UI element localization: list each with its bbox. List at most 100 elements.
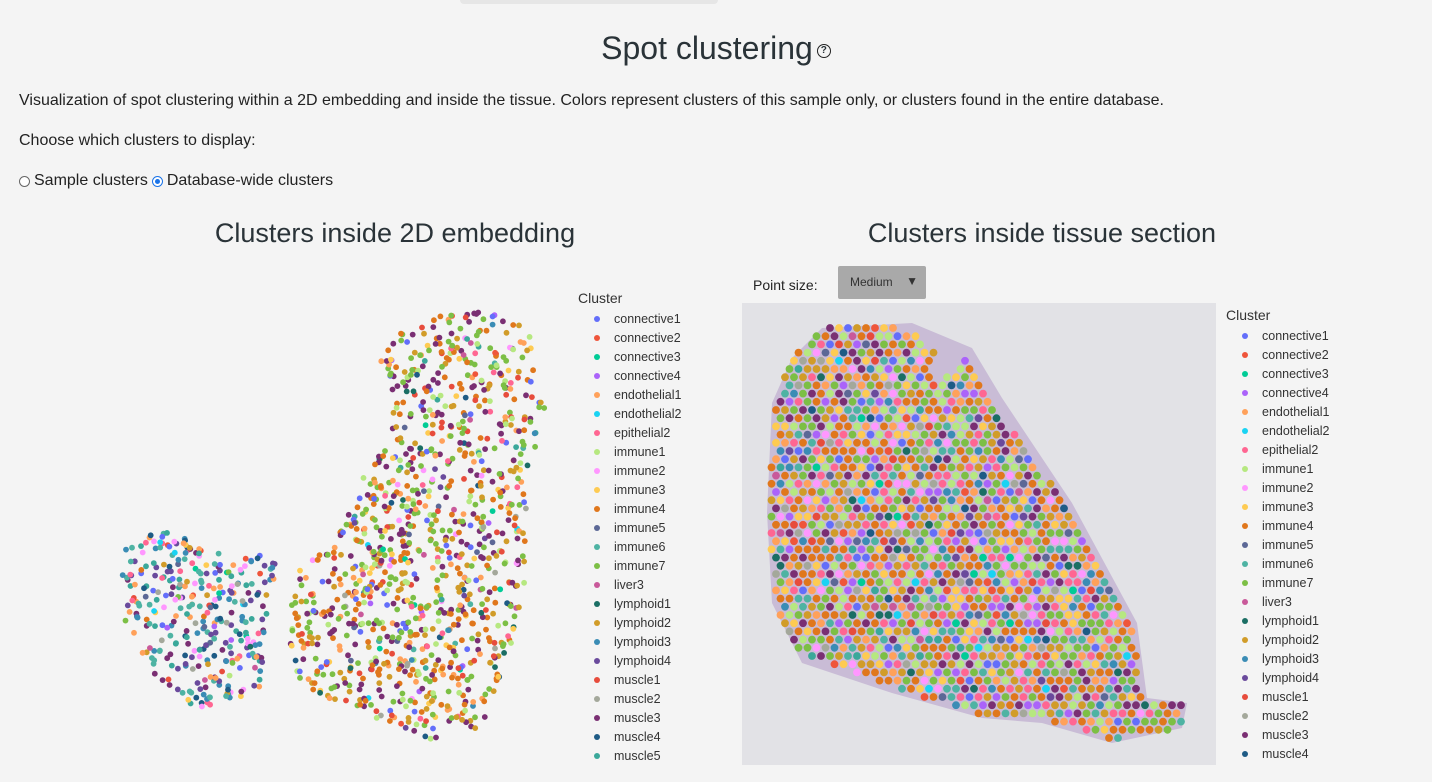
legend-item-muscle4[interactable]: muscle4 (1226, 744, 1329, 763)
tissue-spot (839, 512, 848, 521)
tissue-spot (965, 512, 974, 521)
tissue-section-plot[interactable] (742, 303, 1216, 765)
tissue-spot (1082, 676, 1091, 685)
tissue-spot (965, 529, 974, 537)
tissue-spot (1127, 627, 1136, 636)
legend-item-connective3[interactable]: connective3 (1226, 364, 1329, 383)
legend-item-immune3[interactable]: immune3 (1226, 497, 1329, 516)
legend-item-immune1[interactable]: immune1 (578, 442, 681, 461)
embedding-point (455, 675, 461, 682)
legend-item-muscle2[interactable]: muscle2 (578, 689, 681, 708)
legend-item-endothelial2[interactable]: endothelial2 (1226, 421, 1329, 440)
legend-item-immune2[interactable]: immune2 (1226, 478, 1329, 497)
embedding-point (400, 399, 407, 406)
embedding-point (464, 372, 471, 379)
legend-item-immune3[interactable]: immune3 (578, 480, 681, 499)
tissue-spot (1096, 717, 1104, 726)
legend-item-lymphoid1[interactable]: lymphoid1 (1226, 611, 1329, 630)
embedding-point (376, 635, 383, 642)
legend-item-immune4[interactable]: immune4 (578, 499, 681, 518)
embedding-point (367, 481, 374, 487)
legend-item-epithelial2[interactable]: epithelial2 (1226, 440, 1329, 459)
tissue-spot (866, 332, 875, 341)
tissue-spot (938, 529, 947, 537)
tissue-spot (848, 611, 857, 619)
tissue-spot (983, 512, 992, 521)
legend-item-immune6[interactable]: immune6 (578, 537, 681, 556)
legend-item-connective2[interactable]: connective2 (1226, 345, 1329, 364)
embedding-point (164, 624, 171, 631)
legend-item-immune5[interactable]: immune5 (578, 518, 681, 537)
legend-item-endothelial1[interactable]: endothelial1 (578, 385, 681, 404)
legend-item-lymphoid2[interactable]: lymphoid2 (578, 613, 681, 632)
legend-item-immune5[interactable]: immune5 (1226, 535, 1329, 554)
legend-item-muscle4[interactable]: muscle4 (578, 727, 681, 746)
embedding-point (523, 392, 529, 399)
legend-item-connective4[interactable]: connective4 (578, 366, 681, 385)
tissue-spot (821, 594, 830, 603)
tissue-spot (1015, 668, 1023, 677)
legend-item-connective1[interactable]: connective1 (578, 309, 681, 328)
legend-label: immune3 (614, 482, 666, 497)
tissue-spot (790, 438, 798, 447)
tissue-spot (956, 381, 965, 390)
point-size-dropdown[interactable]: Medium ▼ (838, 266, 926, 299)
legend-item-connective4[interactable]: connective4 (1226, 383, 1329, 402)
legend-item-muscle2[interactable]: muscle2 (1226, 706, 1329, 725)
embedding-point (135, 600, 142, 607)
legend-item-muscle3[interactable]: muscle3 (578, 708, 681, 727)
tissue-spot (947, 381, 956, 390)
tissue-spot (997, 455, 1005, 464)
tissue-spot (871, 537, 879, 546)
embedding-point (318, 664, 325, 670)
embedding-point (147, 532, 154, 539)
legend-item-lymphoid2[interactable]: lymphoid2 (1226, 630, 1329, 649)
embedding-point (404, 469, 410, 476)
legend-item-muscle5[interactable]: muscle5 (578, 746, 681, 765)
legend-item-lymphoid4[interactable]: lymphoid4 (1226, 668, 1329, 687)
embedding-scatter-plot[interactable] (100, 300, 560, 750)
embedding-point (332, 696, 338, 702)
legend-item-muscle3[interactable]: muscle3 (1226, 725, 1329, 744)
question-circle-icon[interactable]: ? (816, 43, 831, 58)
embedding-point (445, 338, 452, 345)
legend-item-lymphoid1[interactable]: lymphoid1 (578, 594, 681, 613)
radio-button-database[interactable] (151, 175, 163, 187)
tissue-spot (1006, 504, 1014, 513)
legend-item-endothelial1[interactable]: endothelial1 (1226, 402, 1329, 421)
legend-item-immune1[interactable]: immune1 (1226, 459, 1329, 478)
legend-item-connective1[interactable]: connective1 (1226, 326, 1329, 345)
radio-database-clusters[interactable]: Database-wide clusters (151, 172, 333, 190)
legend-item-muscle1[interactable]: muscle1 (578, 670, 681, 689)
legend-item-lymphoid4[interactable]: lymphoid4 (578, 651, 681, 670)
legend-item-endothelial2[interactable]: endothelial2 (578, 404, 681, 423)
legend-item-lymphoid3[interactable]: lymphoid3 (578, 632, 681, 651)
embedding-point (430, 376, 437, 383)
legend-item-immune2[interactable]: immune2 (578, 461, 681, 480)
legend-item-muscle1[interactable]: muscle1 (1226, 687, 1329, 706)
tissue-spot (893, 447, 902, 455)
legend-item-lymphoid3[interactable]: lymphoid3 (1226, 649, 1329, 668)
tissue-spot (844, 602, 852, 611)
radio-button-sample[interactable] (19, 175, 30, 187)
legend-item-liver3[interactable]: liver3 (1226, 592, 1329, 611)
tissue-spot (1006, 488, 1014, 496)
legend-item-immune6[interactable]: immune6 (1226, 554, 1329, 573)
legend-item-connective2[interactable]: connective2 (578, 328, 681, 347)
tissue-spot (997, 701, 1005, 710)
tissue-spot (1006, 553, 1014, 562)
legend-item-liver3[interactable]: liver3 (578, 575, 681, 594)
legend-item-immune7[interactable]: immune7 (1226, 573, 1329, 592)
legend-item-epithelial2[interactable]: epithelial2 (578, 423, 681, 442)
embedding-point (438, 548, 445, 554)
legend-item-connective3[interactable]: connective3 (578, 347, 681, 366)
tissue-spot (916, 356, 924, 365)
legend-item-immune4[interactable]: immune4 (1226, 516, 1329, 535)
radio-sample-clusters[interactable]: Sample clusters (19, 172, 148, 190)
legend-item-immune7[interactable]: immune7 (578, 556, 681, 575)
embedding-point (297, 675, 303, 681)
tissue-spot (1132, 652, 1140, 660)
embedding-point (487, 659, 493, 666)
legend-marker (594, 581, 600, 588)
tissue-spot (992, 594, 1001, 603)
